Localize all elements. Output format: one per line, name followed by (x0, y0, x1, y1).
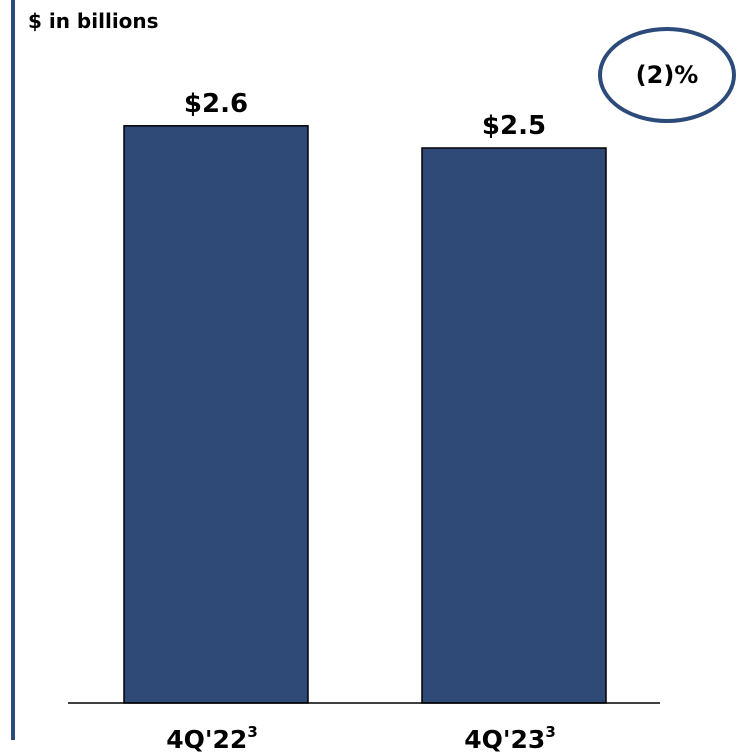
x-tick-label-0: 4Q'223 (166, 723, 258, 754)
unit-label: $ in billions (28, 9, 159, 33)
data-label-0: $2.6 (184, 89, 248, 119)
x-tick-footnote-0: 3 (247, 723, 257, 741)
left-border-rule (11, 0, 15, 740)
bar-1 (421, 147, 607, 704)
x-tick-label-1: 4Q'233 (464, 723, 556, 754)
data-label-1: $2.5 (482, 111, 546, 141)
x-tick-footnote-1: 3 (545, 723, 555, 741)
x-tick-category-0: 4Q'22 (166, 725, 247, 754)
x-tick-category-1: 4Q'23 (464, 725, 545, 754)
change-badge: (2)% (598, 27, 736, 123)
bar-0 (123, 125, 309, 704)
